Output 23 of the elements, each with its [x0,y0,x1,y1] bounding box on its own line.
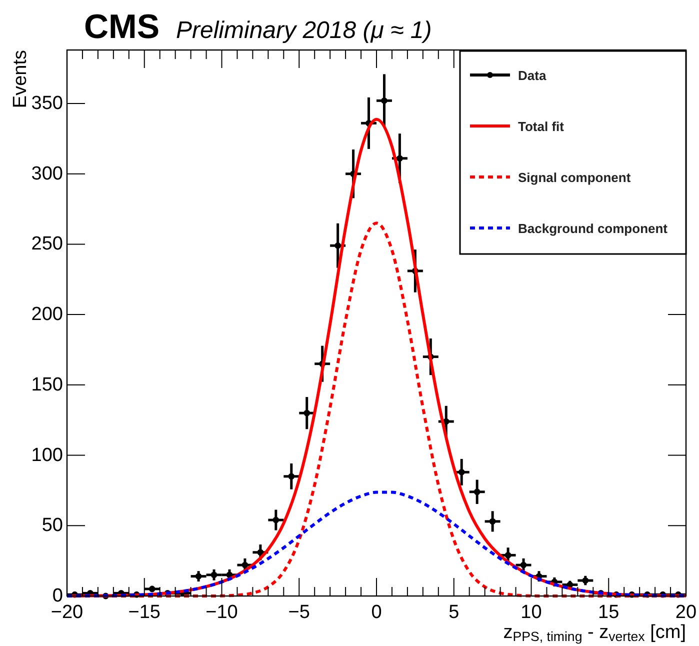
x-tick-label: 5 [448,602,460,623]
legend-label: Signal component [518,170,632,185]
y-tick-label: 150 [31,374,63,396]
chart-title: CMS [84,8,160,46]
x-tick-label: 20 [675,602,697,623]
y-tick-label: 350 [31,92,63,114]
legend-label: Data [518,68,547,83]
legend-label: Background component [518,221,668,236]
y-tick-label: 250 [31,234,63,255]
y-tick-label: 50 [42,515,63,536]
x-tick-label: 0 [371,602,382,623]
chart-subtitle: Preliminary 2018 (μ ≈ 1) [176,17,432,44]
y-tick-label: 300 [31,163,63,184]
x-tick-label: 15 [598,602,620,623]
y-tick-label: 100 [31,444,63,466]
y-tick-label: 200 [31,304,63,326]
x-axis-title: z$_{PPS, timing}$ - z$_{vertex}$ [cm] [503,622,686,644]
y-axis-title: Events [10,50,31,108]
x-tick-label: −5 [288,602,310,623]
x-tick-label: −15 [128,602,160,623]
x-tick-label: −10 [206,602,238,623]
legend-label: Total fit [518,119,565,134]
x-tick-label: 10 [520,602,542,623]
